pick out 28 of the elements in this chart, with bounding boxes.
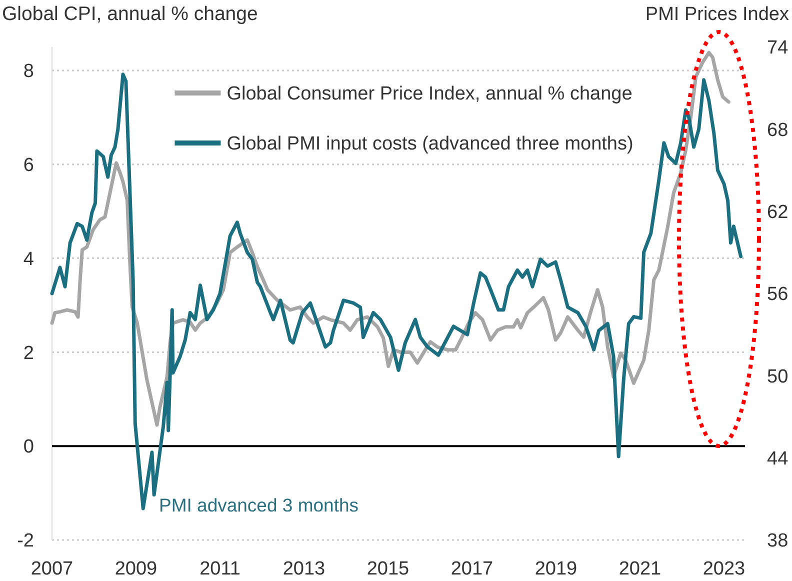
- x-tick-label: 2017: [450, 558, 494, 580]
- y2-tick-label: 38: [767, 530, 788, 552]
- y-tick-label: 6: [23, 155, 34, 176]
- y-tick-label: -2: [17, 530, 34, 552]
- y2-tick-label: 56: [767, 284, 788, 306]
- annotation: PMI advanced 3 months: [159, 494, 358, 516]
- legend-label: Global PMI input costs (advanced three months): [226, 134, 634, 155]
- y2-axis-title: PMI Prices Index: [645, 4, 790, 25]
- x-tick-label: 2015: [366, 558, 410, 580]
- legend-label: Global Consumer Price Index, annual % change: [226, 84, 632, 105]
- y-tick-label: 4: [23, 248, 34, 270]
- y2-tick-label: 62: [767, 202, 788, 223]
- y-axis-title: Global CPI, annual % change: [2, 3, 258, 25]
- y-tick-label: 8: [23, 61, 34, 82]
- y2-tick-label: 50: [767, 366, 788, 388]
- x-tick-label: 2013: [282, 558, 326, 580]
- y-tick-label: 0: [23, 436, 34, 458]
- x-tick-label: 2023: [702, 558, 746, 580]
- x-tick-label: 2009: [114, 558, 158, 580]
- y2-tick-label: 74: [767, 38, 789, 59]
- x-tick-label: 2011: [200, 558, 240, 580]
- x-tick-label: 2007: [30, 558, 74, 580]
- y-tick-label: 2: [23, 342, 34, 364]
- y2-tick-label: 68: [767, 120, 788, 141]
- y2-tick-label: 44: [767, 448, 789, 470]
- line-series: [50, 72, 743, 510]
- x-tick-label: 2019: [534, 558, 578, 580]
- x-tick-label: 2021: [618, 558, 662, 580]
